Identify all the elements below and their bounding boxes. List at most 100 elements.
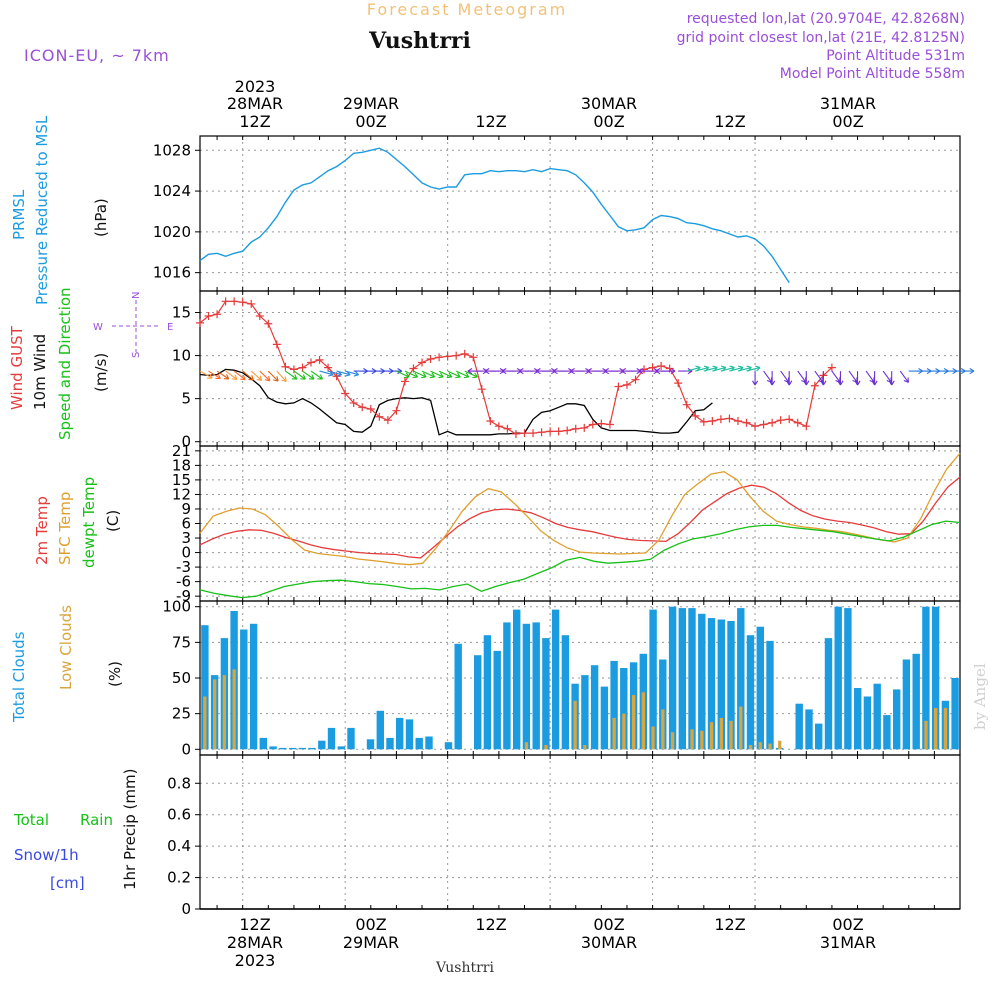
y-tick-label: 1016 <box>153 264 191 282</box>
wind-direction-arrow <box>638 368 653 375</box>
y-tick-label: 0 <box>181 740 191 758</box>
total-cloud-bar <box>912 653 920 750</box>
total-cloud-bar <box>327 727 336 750</box>
wind-direction-arrow <box>865 370 875 383</box>
gust-marker <box>349 398 358 407</box>
sfc-temp-line <box>199 452 961 566</box>
wind-direction-arrow <box>250 370 263 381</box>
wind-direction-arrow <box>518 368 534 375</box>
gust-marker <box>674 379 683 388</box>
gust-marker <box>477 385 486 394</box>
gust-marker <box>563 426 572 435</box>
pressure-label: PRMSL <box>10 189 28 240</box>
y-tick-label: 0 <box>181 544 191 562</box>
total-cloud-bar <box>707 618 716 750</box>
pressure-panel-labels: PRMSL Pressure Reduced to MSL (hPa) <box>10 115 110 305</box>
bottom-year: 2023 <box>235 951 276 970</box>
y-tick-label: -6 <box>176 573 191 591</box>
total-cloud-bar <box>678 608 686 750</box>
wind-direction-arrow <box>430 370 444 379</box>
grid-point-coords: grid point closest lon,lat (21E, 42.8125… <box>677 30 965 46</box>
panel-frame <box>199 135 961 292</box>
gust-marker <box>452 351 461 360</box>
snow-label: Snow/1h <box>14 846 79 864</box>
bottom-time-label: 00Z <box>593 915 624 934</box>
total-cloud-bar <box>902 659 911 750</box>
gust-marker <box>648 363 657 372</box>
wind-direction-arrow <box>216 370 230 380</box>
gust-marker <box>708 417 717 426</box>
y-tick-label: 1020 <box>153 223 191 241</box>
gust-marker <box>238 298 247 307</box>
gust-marker <box>341 389 350 398</box>
low-cloud-bar <box>924 720 928 750</box>
low-cloud-bar <box>778 740 782 750</box>
wind-direction-arrow <box>276 370 287 383</box>
y-tick-label: 3 <box>181 529 191 547</box>
gust-marker <box>742 418 751 427</box>
low-cloud-bar <box>739 706 743 750</box>
total-cloud-bar <box>746 635 755 750</box>
wind-direction-arrow <box>797 370 807 383</box>
bottom-date-label: 29MAR <box>343 933 399 952</box>
low-cloud-bar <box>622 713 626 750</box>
total-cloud-bar <box>318 740 326 750</box>
wind-direction-arrow <box>569 368 585 375</box>
gust-marker <box>716 415 725 424</box>
gust-marker <box>699 417 708 426</box>
y-tick-label: 10 <box>172 347 191 365</box>
wind-direction-arrow <box>655 368 670 375</box>
total-cloud-bar <box>493 650 501 750</box>
gust-marker <box>614 382 623 391</box>
panel-frame <box>199 754 961 910</box>
gust-marker <box>810 381 819 390</box>
grid <box>200 755 960 910</box>
panel-3: 0 25 50 75 100 <box>162 598 961 758</box>
total-cloud-bar <box>863 696 872 750</box>
wind-direction-arrow <box>438 370 453 379</box>
total-cloud-bar <box>396 717 404 750</box>
gust-marker <box>751 422 760 431</box>
bottom-time-axis: 12Z 28MAR 2023 00Z 29MAR 12Z 00Z 30MAR 1… <box>227 915 876 970</box>
low-cloud-bar <box>670 732 675 750</box>
gust-marker <box>255 311 264 320</box>
low-cloud-bar <box>544 745 548 750</box>
total-cloud-bar <box>834 606 842 750</box>
gust-marker <box>725 414 734 423</box>
wind-direction-arrow <box>960 368 975 375</box>
wind-direction-arrow <box>404 370 419 379</box>
grid <box>200 291 960 446</box>
bottom-date-label: 31MAR <box>820 933 876 952</box>
total-cloud-bar <box>922 606 930 750</box>
wind-direction-arrow <box>831 370 841 383</box>
wind-direction-arrow <box>484 368 499 375</box>
gust-marker <box>247 299 256 308</box>
wind-direction-arrow <box>464 370 478 379</box>
low-cloud-bar <box>719 717 723 750</box>
low-clouds-label: Low Clouds <box>57 605 75 690</box>
y-tick-label: 0.4 <box>167 837 191 855</box>
total-cloud-bar <box>659 659 667 750</box>
wind-direction-arrow <box>285 370 298 380</box>
y-tick-label: 21 <box>172 442 191 460</box>
gust-marker <box>691 411 700 420</box>
wind-direction-arrow <box>242 370 254 381</box>
top-date-label: 30MAR <box>581 94 637 113</box>
gust-marker <box>358 403 367 412</box>
wind-line <box>199 368 713 436</box>
total-cloud-bar <box>873 683 881 750</box>
sfc-temp-label: SFC Temp <box>56 492 74 565</box>
wind-direction-arrow <box>587 368 602 375</box>
wind-direction-arrow <box>535 368 551 375</box>
total-cloud-bar <box>249 623 258 750</box>
model-label: ICON-EU, ~ 7km <box>24 46 170 65</box>
cloud-panel-labels: Total Clouds Low Clouds (%) <box>10 605 124 723</box>
y-tick-label: 75 <box>172 633 191 651</box>
wind-direction-arrow <box>455 370 470 379</box>
direction-label: Speed and Direction <box>56 287 74 440</box>
gust-marker <box>622 380 631 389</box>
total-cloud-bar <box>737 608 745 750</box>
bottom-time-label: 00Z <box>832 915 863 934</box>
y-tick-label: 0.6 <box>167 806 191 824</box>
wind-direction-arrow <box>837 371 844 386</box>
